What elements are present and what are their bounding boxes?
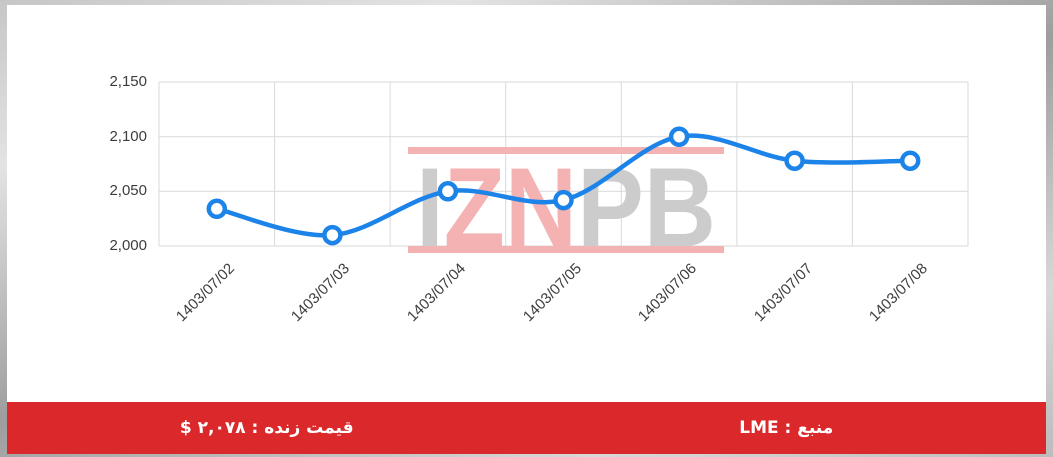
data-point-1403/07/02[interactable] [206, 198, 228, 220]
x-axis-label: 1403/07/06 [634, 260, 701, 326]
watermark-letter: I [416, 147, 444, 253]
x-axis-label: 1403/07/03 [288, 260, 354, 326]
data-point-1403/07/04[interactable] [437, 181, 459, 202]
y-axis-label: 2,150 [109, 73, 147, 90]
y-axis-label: 2,100 [109, 127, 147, 145]
data-point-1403/07/03[interactable] [322, 224, 343, 246]
data-point-1403/07/08[interactable] [899, 150, 921, 171]
source-text: منبع : LME [739, 418, 834, 438]
watermark-bottom-band [408, 246, 724, 253]
y-axis-label: 2,000 [109, 237, 147, 254]
live-price-text: قیمت زنده : ۲,۰۷۸ $ [179, 418, 354, 438]
watermark-letter: P [577, 147, 644, 253]
data-point-1403/07/06[interactable] [668, 126, 690, 147]
x-axis-label: 1403/07/02 [172, 260, 238, 326]
x-axis-label: 1403/07/07 [750, 260, 816, 326]
x-axis-label: 1403/07/08 [866, 260, 932, 326]
x-axis-label: 1403/07/04 [403, 260, 469, 326]
footer-bar: قیمت زنده : ۲,۰۷۸ $ منبع : LME [7, 402, 1046, 454]
data-point-1403/07/07[interactable] [784, 150, 805, 171]
watermark-letter: B [644, 147, 716, 253]
chart-card: IZNPB 2,150 2,100 2,050 2,000 1403/07/02 140… [7, 5, 1046, 454]
data-point-1403/07/05[interactable] [553, 189, 574, 211]
y-axis-label: 2,050 [109, 182, 147, 200]
x-axis-label: 1403/07/05 [519, 260, 585, 326]
